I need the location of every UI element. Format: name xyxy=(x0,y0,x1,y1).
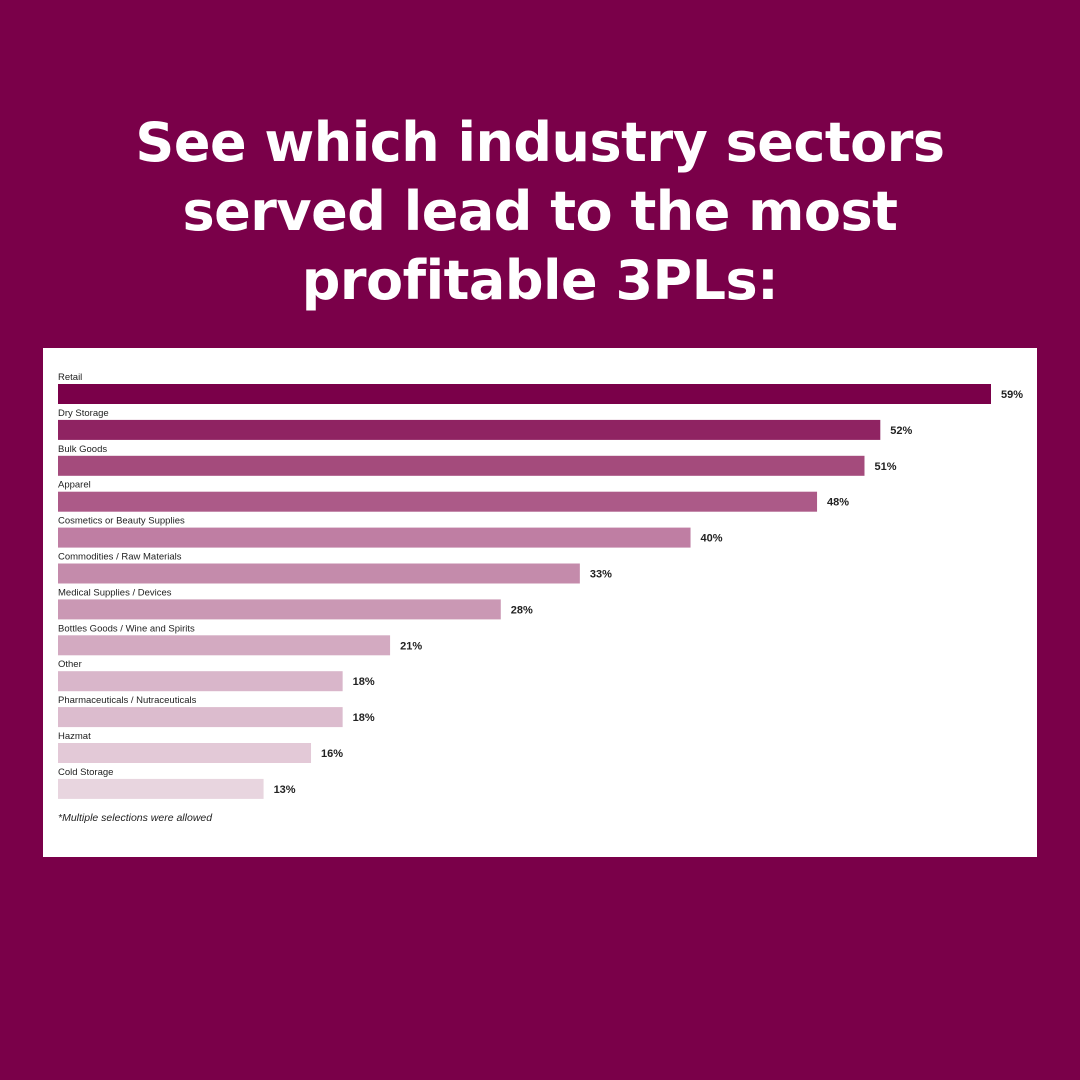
footnote: *Multiple selections were allowed xyxy=(58,812,213,824)
bar xyxy=(58,527,691,548)
bar-chart: Retail 59% Dry Storage 52% Bulk Goods 51% Appa… xyxy=(58,372,1023,799)
value-label: 13% xyxy=(274,784,296,796)
category-label: Commodities / Raw Materials xyxy=(58,552,182,563)
category-label: Pharmaceuticals / Nutraceuticals xyxy=(58,695,197,706)
value-label: 18% xyxy=(353,712,375,724)
value-label: 51% xyxy=(874,461,896,473)
bar xyxy=(58,563,580,584)
value-label: 21% xyxy=(400,640,422,652)
headline-line-1: See which industry sectors xyxy=(135,111,945,174)
bar xyxy=(58,635,391,656)
category-label: Bulk Goods xyxy=(58,444,107,455)
value-label: 52% xyxy=(890,425,912,437)
headline-line-2: served lead to the most xyxy=(182,180,898,243)
value-label: 33% xyxy=(590,569,612,581)
category-label: Dry Storage xyxy=(58,408,109,419)
category-label: Retail xyxy=(58,372,82,383)
bar xyxy=(58,455,865,476)
bar xyxy=(58,778,264,799)
category-label: Apparel xyxy=(58,480,91,491)
category-label: Cold Storage xyxy=(58,767,113,778)
category-label: Bottles Goods / Wine and Spirits xyxy=(58,623,195,634)
bar xyxy=(58,599,501,620)
headline: See which industry sectors served lead t… xyxy=(0,108,1080,315)
value-label: 48% xyxy=(827,497,849,509)
bar xyxy=(58,671,343,692)
chart-panel: Retail 59% Dry Storage 52% Bulk Goods 51% Appa… xyxy=(43,348,1037,857)
category-label: Other xyxy=(58,659,82,670)
bar xyxy=(58,419,881,440)
category-label: Medical Supplies / Devices xyxy=(58,587,172,598)
bar xyxy=(58,707,343,728)
bar xyxy=(58,743,312,763)
category-label: Cosmetics or Beauty Supplies xyxy=(58,516,185,527)
value-label: 18% xyxy=(353,676,375,688)
bar xyxy=(58,491,818,512)
value-label: 40% xyxy=(701,533,723,545)
value-label: 16% xyxy=(321,748,343,760)
value-label: 28% xyxy=(511,604,533,616)
value-label: 59% xyxy=(1001,389,1023,401)
bar xyxy=(58,384,991,404)
headline-line-3: profitable 3PLs: xyxy=(301,249,779,312)
category-label: Hazmat xyxy=(58,731,91,742)
